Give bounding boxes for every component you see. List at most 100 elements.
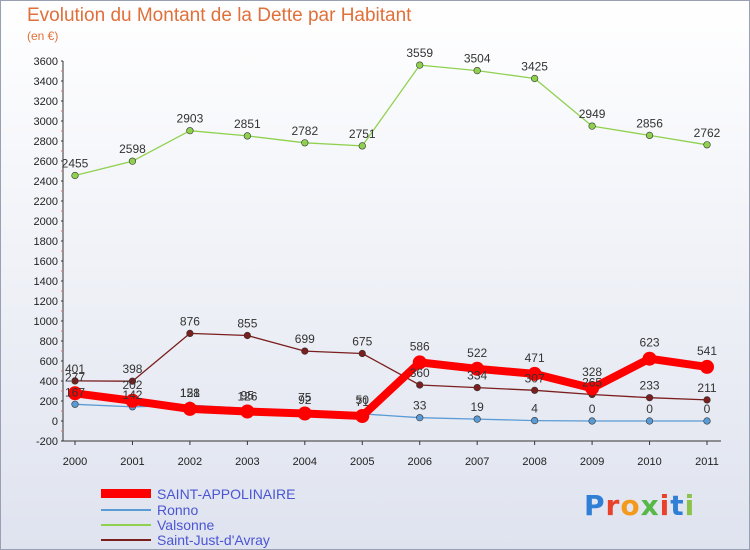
data-point: [700, 359, 714, 374]
logo-letter: i: [659, 489, 671, 522]
data-label: 876: [180, 314, 200, 328]
y-tick-label: 400: [40, 376, 58, 388]
y-tick-label: 1400: [34, 276, 58, 288]
y-tick-label: 2800: [34, 136, 58, 148]
y-tick-label: 3000: [34, 116, 58, 128]
x-tick-label: 2005: [350, 456, 374, 468]
data-label: 541: [697, 344, 717, 358]
legend-label: Ronno: [157, 501, 199, 518]
data-point: [416, 414, 424, 422]
legend-swatch-valsonne: [101, 523, 151, 526]
data-label: 158: [180, 386, 200, 400]
data-point: [416, 61, 424, 69]
x-tick-label: 2011: [695, 456, 719, 468]
data-point: [703, 417, 711, 425]
legend-label: SAINT-APPOLINAIRE: [157, 485, 296, 502]
y-tick-label: 2000: [34, 216, 58, 228]
data-label: 623: [640, 336, 660, 350]
y-tick-label: 2600: [34, 156, 58, 168]
y-tick-label: -200: [36, 436, 58, 448]
y-tick-label: 1200: [34, 296, 58, 308]
data-label: 95: [241, 389, 255, 403]
legend-item-valsonne: Valsonne: [101, 516, 215, 533]
data-label: 126: [237, 389, 257, 403]
data-point: [416, 381, 424, 389]
data-label: 0: [704, 402, 711, 416]
data-label: 50: [356, 393, 370, 407]
data-point: [71, 171, 79, 180]
data-point: [473, 384, 481, 392]
data-label: 3504: [464, 52, 491, 66]
data-point: [531, 417, 539, 425]
data-point: [355, 409, 370, 423]
data-point: [71, 377, 79, 385]
y-tick-label: 1600: [34, 256, 58, 268]
y-tick-label: 200: [40, 396, 58, 408]
data-point: [243, 132, 251, 140]
data-label: 2851: [234, 117, 261, 131]
x-tick-label: 2003: [235, 456, 259, 468]
data-point: [703, 396, 711, 404]
x-tick-label: 2007: [465, 456, 489, 468]
data-label: 3425: [521, 60, 548, 74]
data-label: 19: [471, 400, 485, 414]
data-label: 398: [122, 362, 142, 376]
data-point: [645, 394, 654, 402]
logo-letter: P: [584, 489, 606, 522]
data-label: 2782: [291, 124, 318, 138]
y-tick-label: 800: [40, 336, 58, 348]
data-label: 0: [646, 402, 653, 416]
x-tick-label: 2009: [580, 456, 604, 468]
y-tick-label: 0: [52, 416, 58, 428]
x-tick-label: 2008: [522, 456, 546, 468]
data-point: [71, 400, 79, 408]
data-point: [68, 386, 82, 401]
data-point: [358, 142, 366, 150]
legend-item-ronno: Ronno: [101, 501, 199, 518]
data-point: [358, 349, 366, 358]
series-line-2: [74, 64, 708, 177]
legend-label: Valsonne: [157, 516, 215, 533]
y-tick-label: 3200: [34, 96, 58, 108]
legend-item-saint-just-d-avray: Saint-Just-d'Avray: [101, 532, 270, 548]
y-tick-label: 600: [40, 356, 58, 368]
data-point: [703, 141, 711, 149]
x-tick-label: 2001: [120, 456, 144, 468]
data-label: 92: [298, 393, 312, 407]
y-tick-label: 1000: [34, 316, 58, 328]
data-point: [182, 401, 197, 416]
data-label: 328: [582, 365, 602, 379]
data-point: [527, 366, 542, 381]
data-point: [531, 74, 539, 83]
data-label: 334: [467, 369, 487, 383]
data-point: [531, 386, 539, 394]
y-tick-label: 2400: [34, 176, 58, 188]
data-label: 307: [525, 371, 545, 385]
chart-unit: (en €): [27, 29, 59, 43]
y-tick-label: 3600: [34, 56, 58, 68]
data-point: [128, 157, 137, 165]
data-label: 586: [410, 339, 430, 353]
data-label: 121: [180, 386, 200, 400]
series-line-3: [74, 332, 708, 401]
data-label: 2751: [349, 127, 376, 141]
data-label: 401: [65, 362, 85, 376]
data-point: [128, 377, 137, 385]
y-tick-label: 3400: [34, 76, 58, 88]
data-label: 167: [65, 385, 85, 399]
chart-title: Evolution du Montant de la Dette par Hab…: [27, 5, 412, 26]
legend-swatch-saint-appolinaire: [101, 489, 151, 498]
data-point: [125, 393, 140, 408]
data-label: 522: [467, 346, 487, 360]
data-label: 2455: [62, 157, 89, 171]
logo-letter: r: [605, 489, 621, 522]
data-point: [588, 122, 596, 130]
data-label: 0: [589, 402, 596, 416]
data-label: 75: [298, 391, 312, 405]
data-point: [642, 351, 657, 366]
data-label: 233: [640, 379, 660, 393]
x-tick-label: 2002: [178, 456, 202, 468]
data-label: 4: [531, 402, 538, 416]
data-point: [297, 406, 312, 421]
